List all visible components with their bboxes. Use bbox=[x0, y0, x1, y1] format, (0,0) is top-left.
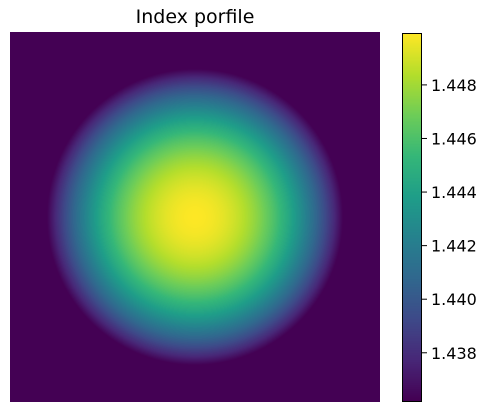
colorbar-tick-label: 1.438 bbox=[431, 344, 477, 363]
colorbar bbox=[402, 33, 422, 402]
colorbar-gradient bbox=[403, 34, 421, 401]
index-profile-heatmap bbox=[10, 32, 380, 402]
colorbar-tick-label: 1.446 bbox=[431, 129, 477, 148]
colorbar-tick-label: 1.440 bbox=[431, 290, 477, 309]
colorbar-tick-label: 1.444 bbox=[431, 183, 477, 202]
chart-title: Index porfile bbox=[135, 6, 255, 28]
colorbar-tick-label: 1.448 bbox=[431, 76, 477, 95]
colorbar-tick-label: 1.442 bbox=[431, 237, 477, 256]
